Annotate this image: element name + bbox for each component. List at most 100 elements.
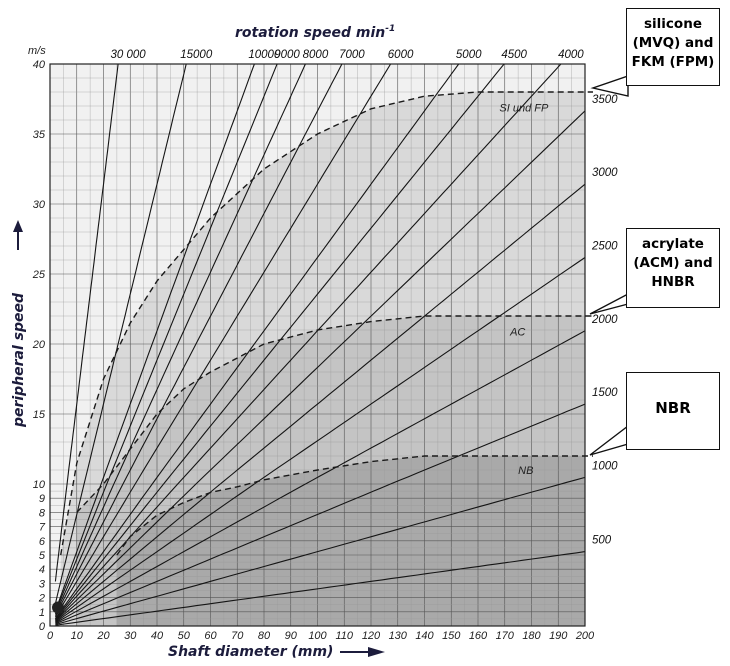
- top-rpm-label: 4500: [501, 49, 527, 61]
- x-tick-label: 10: [71, 630, 84, 642]
- speed-line: [55, 551, 586, 626]
- speed-line: [55, 476, 586, 626]
- limit-curve: [60, 91, 593, 556]
- speed-line: [54, 63, 460, 619]
- speed-line: [54, 63, 119, 582]
- speed-line: [55, 403, 586, 625]
- callout-acrylate-hnbr: acrylate (ACM) and HNBR: [626, 228, 720, 308]
- x-tick-label: 40: [151, 630, 164, 642]
- limit-curves: [60, 91, 593, 556]
- x-tick-label: 90: [285, 630, 298, 642]
- x-tick-label: 190: [549, 630, 568, 642]
- x-tick-label: 0: [47, 630, 54, 642]
- region-labels: SI und FP AC NB: [499, 103, 549, 478]
- right-rpm-label: 2500: [591, 240, 618, 252]
- callout-line: silicone: [644, 16, 702, 32]
- right-rpm-label: 1000: [592, 460, 618, 472]
- x-tick-label: 130: [389, 630, 408, 642]
- region-label: AC: [509, 327, 525, 339]
- right-rpm-label: 500: [592, 535, 612, 547]
- y-tick-label: 30: [33, 199, 46, 211]
- y-tick-label: 4: [39, 564, 45, 576]
- right-rpm-label: 3000: [592, 167, 618, 179]
- chart-title-main: rotation speed min: [235, 25, 385, 41]
- y-tick-label: 15: [33, 409, 46, 421]
- speed-line: [54, 63, 562, 621]
- y-tick-label: 1: [39, 607, 45, 619]
- speed-lines: [52, 63, 586, 626]
- x-tick-label: 120: [362, 630, 381, 642]
- speed-line: [54, 63, 278, 613]
- plot-frame: [49, 63, 586, 627]
- y-tick-label: 7: [39, 522, 46, 534]
- callout-silicone-fkm: silicone (MVQ) and FKM (FPM): [626, 8, 720, 86]
- callout-pointers: [589, 75, 629, 456]
- x-tick-label: 160: [469, 630, 488, 642]
- right-rpm-label: 1500: [592, 387, 618, 399]
- y-tick-label: 10: [33, 479, 46, 491]
- right-rpm-label: 2000: [591, 314, 618, 326]
- region-label: SI und FP: [499, 103, 549, 115]
- x-tick-label: 180: [522, 630, 541, 642]
- x-tick-label: 80: [258, 630, 271, 642]
- speed-line: [54, 63, 306, 615]
- x-tick-label: 30: [124, 630, 137, 642]
- x-tick-label: 200: [575, 630, 595, 642]
- x-tick-label: 150: [442, 630, 461, 642]
- right-rpm-label: 3500: [592, 94, 618, 106]
- callout-line: NBR: [655, 399, 691, 417]
- x-tick-label: 50: [178, 630, 191, 642]
- top-rpm-label: 4000: [558, 49, 584, 61]
- right-rpm-labels: 3500 3000 2500 2000 1500 1000 500: [591, 94, 618, 547]
- top-rpm-label: 15000: [180, 49, 213, 61]
- region-label: NB: [518, 465, 533, 477]
- x-tick-label: 20: [96, 630, 110, 642]
- y-tick-label: 25: [32, 269, 46, 281]
- callout-line: (ACM) and: [633, 255, 713, 271]
- x-axis-title: Shaft diameter (mm): [168, 644, 333, 660]
- y-tick-label: 8: [39, 507, 46, 519]
- callout-line: HNBR: [651, 274, 695, 290]
- x-tick-label: 170: [496, 630, 515, 642]
- x-tick-labels: 0 10 20 30 40 50 60 70 80 90 100 110 120 130 140 150 160…: [47, 630, 595, 642]
- x-axis-arrow: [340, 647, 385, 657]
- y-tick-label: 35: [33, 129, 46, 141]
- x-tick-label: 140: [415, 630, 434, 642]
- y-tick-label: 5: [39, 550, 46, 562]
- chart-title-superscript: -1: [385, 24, 395, 34]
- speed-line: [54, 63, 505, 620]
- x-tick-label: 60: [204, 630, 217, 642]
- chart-title: rotation speed min-1: [235, 24, 395, 41]
- callout-line: acrylate: [642, 236, 704, 252]
- x-tick-label: 100: [308, 630, 327, 642]
- top-rpm-label: 8000: [303, 49, 329, 61]
- x-tick-label: 70: [231, 630, 244, 642]
- speed-line: [54, 63, 392, 618]
- origin-marker: [52, 601, 65, 614]
- callout-line: FKM (FPM): [631, 54, 715, 70]
- top-rpm-label: 10000: [248, 49, 281, 61]
- y-tick-label: 2: [38, 593, 45, 605]
- limit-curve: [116, 455, 593, 556]
- speed-line: [55, 330, 586, 624]
- y-tick-label: 9: [39, 493, 45, 505]
- y-axis-arrow: [13, 220, 23, 250]
- top-rpm-label: 6000: [388, 49, 414, 61]
- y-tick-label: 40: [33, 59, 46, 71]
- plot-grid: [49, 63, 586, 627]
- speed-line: [55, 110, 586, 622]
- callout-line: (MVQ) and: [632, 35, 714, 51]
- y-tick-label: 6: [39, 536, 46, 548]
- limit-curve: [76, 315, 593, 513]
- callout-nbr: NBR: [626, 372, 720, 450]
- x-tick-label: 110: [335, 630, 353, 642]
- y-tick-label: 3: [39, 578, 46, 590]
- y-tick-label: 0: [39, 621, 46, 633]
- top-rpm-label: 30 000: [111, 49, 147, 61]
- y-unit-label: m/s: [28, 45, 46, 57]
- speed-line: [54, 63, 255, 612]
- top-rpm-label: 7000: [339, 49, 365, 61]
- speed-line: [55, 257, 586, 623]
